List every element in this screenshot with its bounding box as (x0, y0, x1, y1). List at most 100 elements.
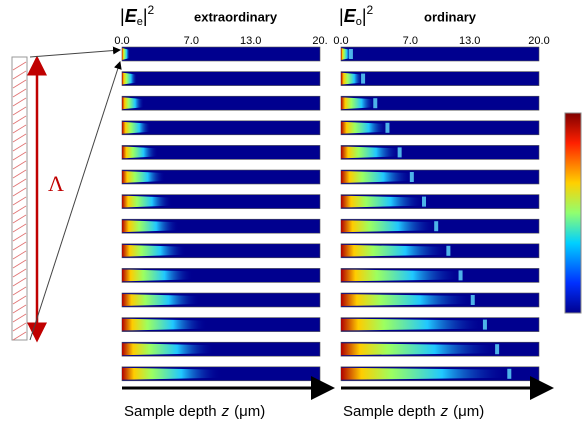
caption-text: Sample depth (124, 403, 217, 420)
field-profile (122, 97, 144, 110)
field-front (434, 221, 439, 232)
tick-label: 0.0 (114, 35, 129, 47)
caption-variable: z (440, 403, 449, 420)
field-profile (341, 220, 437, 233)
period-symbol: Λ (48, 171, 64, 196)
tick-label: 13.0 (459, 35, 480, 47)
hatch-line (12, 115, 27, 125)
subscript: o (356, 16, 362, 28)
helix-pattern (12, 61, 27, 341)
field-profile (122, 171, 165, 183)
hatch-line (12, 61, 27, 71)
field-profile (341, 72, 364, 85)
axis-caption: Sample depth z (μm) (343, 403, 484, 420)
field-front (422, 196, 427, 207)
hatch-line (12, 331, 27, 341)
field-strip (121, 120, 321, 136)
hatch-line (12, 151, 27, 161)
field-profile (122, 146, 158, 159)
hatch-line (12, 178, 27, 188)
hatch-line (12, 142, 27, 152)
field-front (348, 49, 353, 59)
hatch-line (12, 196, 27, 206)
field-profile (341, 195, 425, 208)
hatch-line (12, 250, 27, 260)
caption-unit: (μm) (453, 403, 484, 420)
hatch-line (12, 268, 27, 278)
field-profile (122, 294, 200, 306)
superscript: 2 (148, 3, 155, 17)
field-front (470, 295, 475, 305)
field-label: |Eo|2 (339, 3, 374, 28)
zoom-line (29, 61, 122, 341)
hatch-line (12, 259, 27, 269)
symbol: E (125, 6, 138, 26)
superscript: 2 (367, 3, 374, 17)
field-front (458, 270, 463, 281)
field-profile (341, 269, 461, 282)
field-front (507, 368, 512, 379)
hatch-line (12, 160, 27, 170)
hatch-line (12, 232, 27, 242)
field-profile (122, 318, 207, 331)
field-strip (121, 95, 321, 111)
symbol: E (344, 6, 357, 26)
open: | (339, 6, 344, 26)
caption-text: Sample depth (343, 403, 436, 420)
field-strip (121, 71, 321, 86)
hatch-line (12, 214, 27, 224)
field-front (385, 122, 390, 133)
field-front (495, 344, 500, 355)
field-profile (341, 294, 473, 306)
hatch-line (12, 88, 27, 98)
caption-variable: z (221, 403, 230, 420)
hatch-line (12, 313, 27, 323)
field-front (446, 245, 451, 256)
field-profile (122, 269, 193, 282)
hatch-line (12, 70, 27, 80)
field-strip (121, 46, 321, 62)
caption-unit: (μm) (234, 403, 265, 420)
field-label: |Ee|2 (120, 3, 155, 28)
field-profile (341, 171, 412, 183)
field-profile (341, 343, 498, 356)
field-front (361, 73, 366, 84)
field-profile (122, 72, 137, 85)
field-front (373, 98, 378, 109)
field-strip (340, 71, 540, 86)
tick-label: 0.0 (333, 35, 348, 47)
field-profile (122, 121, 151, 134)
hatch-line (12, 295, 27, 305)
hatch-line (12, 79, 27, 89)
zoom-line (29, 46, 121, 58)
field-profile (341, 121, 388, 134)
field-profile (122, 343, 214, 356)
field-profile (122, 48, 130, 60)
field-profile (341, 48, 351, 60)
close: | (143, 6, 148, 26)
open: | (120, 6, 125, 26)
close: | (362, 6, 367, 26)
field-profile (341, 146, 400, 159)
hatch-line (12, 205, 27, 215)
field-profile (341, 244, 449, 257)
hatch-line (12, 304, 27, 314)
subscript: e (137, 16, 143, 28)
field-front (397, 147, 402, 158)
field-profile (122, 195, 172, 208)
hatch-line (12, 286, 27, 296)
field-strip (340, 46, 540, 62)
axis-caption: Sample depth z (μm) (124, 403, 265, 420)
colorbar (564, 112, 582, 314)
mode-label: extraordinary (194, 9, 278, 24)
hatch-line (12, 322, 27, 332)
hatch-line (12, 277, 27, 287)
hatch-line (12, 187, 27, 197)
tick-label: 7.0 (184, 35, 199, 47)
field-profile (122, 220, 179, 233)
hatch-line (12, 169, 27, 179)
field-profile (122, 367, 221, 380)
hatch-line (12, 241, 27, 251)
